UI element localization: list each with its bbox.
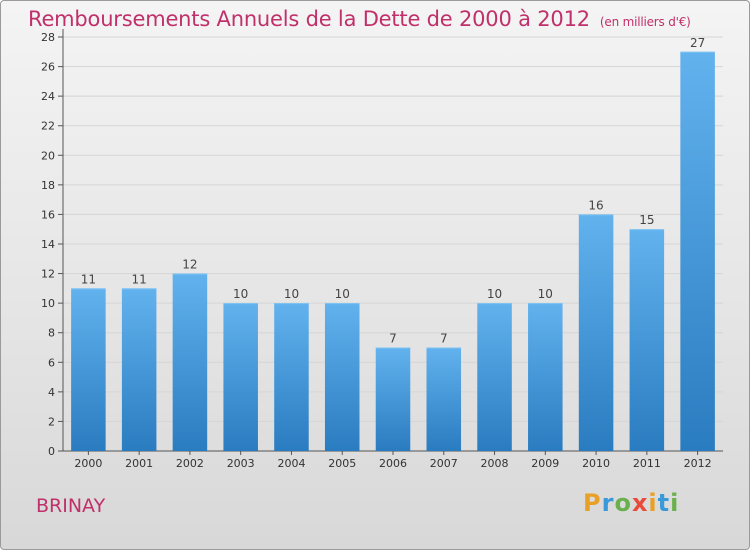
bar-value-label: 10 [233, 287, 248, 301]
x-tick-label: 2003 [227, 457, 255, 470]
y-tick-label: 22 [41, 120, 55, 133]
chart-title: Remboursements Annuels de la Dette de 20… [28, 7, 691, 31]
x-tick-label: 2001 [125, 457, 153, 470]
x-tick-label: 2011 [633, 457, 661, 470]
x-tick-label: 2006 [379, 457, 407, 470]
logo-letter: i [648, 489, 658, 517]
y-tick-label: 18 [41, 179, 55, 192]
bar-value-label: 7 [440, 332, 448, 346]
bar [223, 303, 258, 451]
x-tick-label: 2002 [176, 457, 204, 470]
bar [629, 229, 665, 451]
y-tick-label: 10 [41, 297, 55, 310]
bar-value-label: 11 [132, 272, 147, 286]
x-tick-label: 2000 [74, 457, 102, 470]
y-tick-label: 20 [41, 149, 55, 162]
bar [477, 303, 512, 451]
logo-letter: t [657, 489, 671, 517]
bar-value-label: 10 [538, 287, 553, 301]
bar [71, 288, 106, 451]
y-tick-label: 28 [41, 31, 55, 44]
x-tick-label: 2007 [430, 457, 458, 470]
labels: 0246810121416182022242628112000112001122… [41, 31, 712, 470]
logo-letter: P [583, 489, 602, 517]
y-tick-label: 14 [41, 238, 55, 251]
y-tick-label: 6 [48, 356, 55, 369]
bar [578, 214, 614, 451]
logo-letter: i [670, 489, 680, 517]
proxiti-logo: Proxiti [583, 489, 679, 517]
y-tick-label: 4 [48, 386, 55, 399]
x-tick-label: 2010 [582, 457, 610, 470]
chart-subtitle: (en milliers d'€) [599, 15, 691, 29]
y-tick-label: 26 [41, 61, 55, 74]
bar [172, 273, 208, 451]
bar-value-label: 16 [588, 198, 603, 212]
y-tick-label: 2 [48, 415, 55, 428]
bar-value-label: 12 [182, 258, 197, 272]
bar-value-label: 15 [639, 213, 654, 227]
bar [274, 303, 309, 451]
logo-letter: x [631, 489, 649, 517]
y-tick-label: 24 [41, 90, 55, 103]
x-tick-label: 2005 [328, 457, 356, 470]
y-tick-label: 0 [48, 445, 55, 458]
commune-name: BRINAY [36, 495, 106, 517]
bar-value-label: 11 [81, 272, 96, 286]
bar-value-label: 10 [487, 287, 502, 301]
y-tick-label: 8 [48, 327, 55, 340]
logo-letter: o [614, 489, 632, 517]
bar-value-label: 10 [335, 287, 350, 301]
bar-value-label: 27 [690, 36, 705, 50]
bar [680, 51, 715, 452]
bar-value-label: 7 [389, 332, 397, 346]
bar [528, 303, 563, 451]
bar [121, 288, 157, 451]
x-tick-label: 2009 [531, 457, 559, 470]
bars [71, 51, 715, 452]
bar [324, 303, 360, 451]
x-tick-label: 2008 [481, 457, 509, 470]
bar-value-label: 10 [284, 287, 299, 301]
logo-letter: r [601, 489, 615, 517]
bar [426, 347, 462, 451]
chart-title-text: Remboursements Annuels de la Dette de 20… [28, 7, 590, 31]
y-tick-label: 12 [41, 268, 55, 281]
bar [375, 347, 411, 451]
y-tick-label: 16 [41, 208, 55, 221]
x-tick-label: 2004 [277, 457, 305, 470]
x-tick-label: 2012 [684, 457, 712, 470]
